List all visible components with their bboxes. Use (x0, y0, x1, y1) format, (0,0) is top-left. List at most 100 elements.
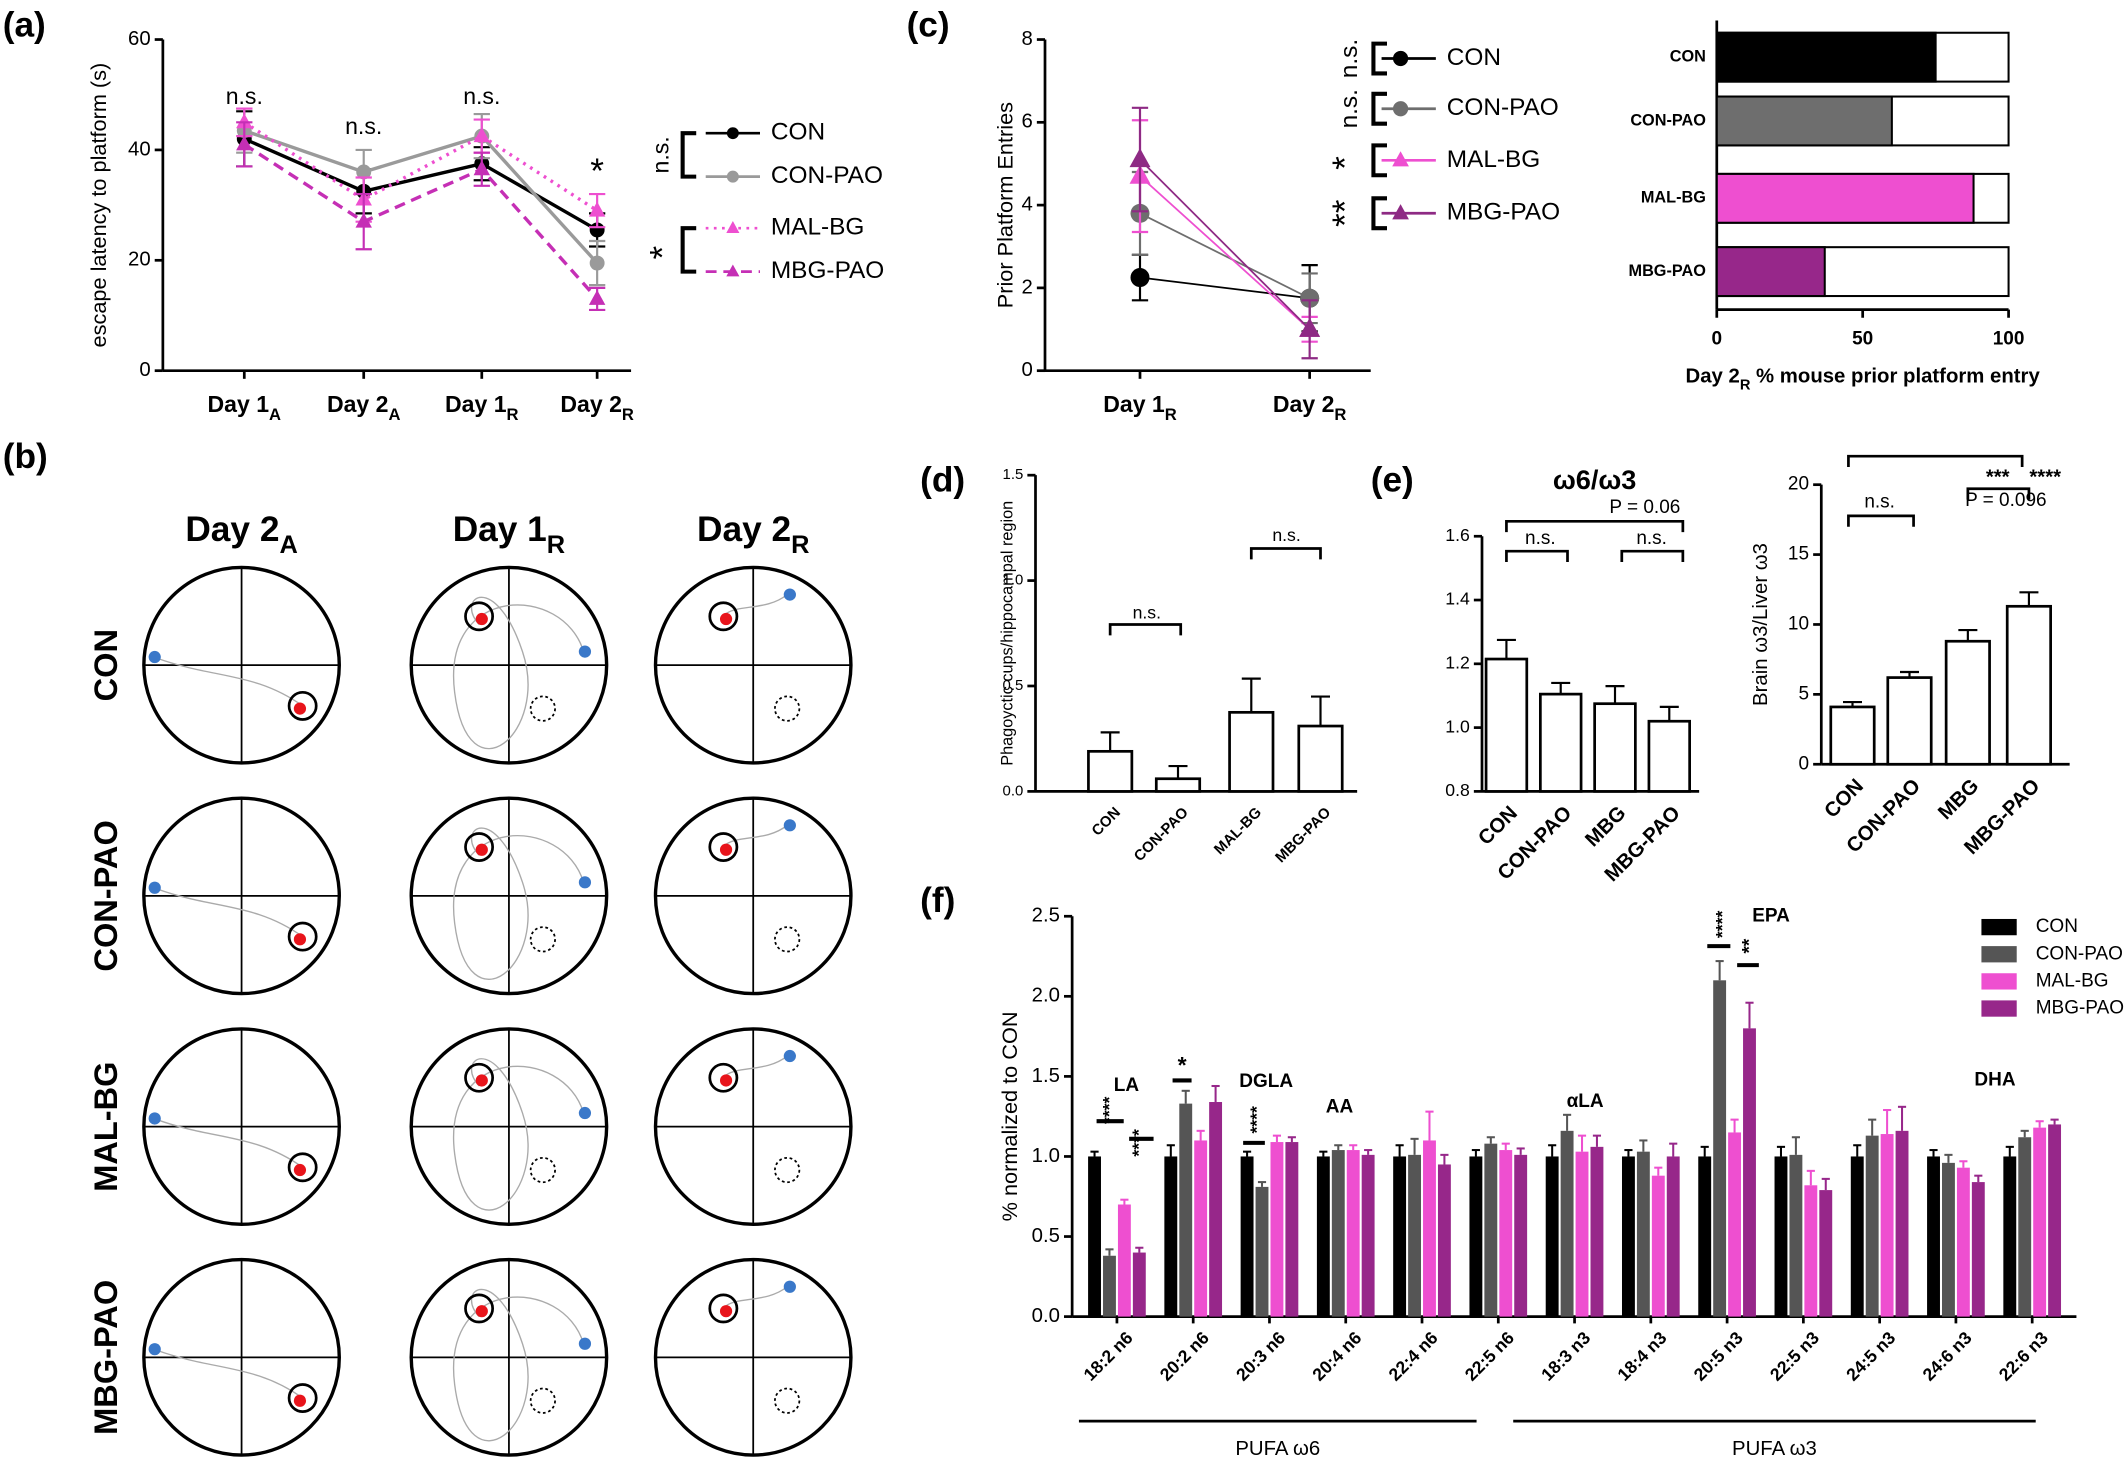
x-tick-label: Day 1A (208, 391, 282, 424)
bar (2033, 1127, 2047, 1317)
group-label: PUFA ω3 (1732, 1438, 1817, 1460)
y-tick-label: 1.2 (1445, 652, 1470, 672)
row-label: MBG-PAO (88, 1280, 124, 1435)
x-tick-label: 20:3 n6 (1232, 1327, 1289, 1384)
panel-label: (c) (907, 6, 950, 45)
x-tick-label: MBG-PAO (1272, 804, 1334, 866)
bar (1539, 692, 1583, 793)
x-tick-label: CON (1820, 775, 1868, 823)
platform (708, 1062, 739, 1093)
trajectory (157, 1119, 304, 1168)
start-point (578, 645, 592, 658)
annotation: DGLA (1239, 1071, 1293, 1092)
x-tick-label: 0 (1711, 328, 1722, 349)
y-tick-label: 60 (128, 28, 151, 50)
x-tick-label: 18:2 n6 (1080, 1327, 1137, 1384)
bar (1850, 1156, 1864, 1317)
legend-label: MBG-PAO (1447, 199, 1560, 226)
column-label-sub: R (791, 531, 809, 559)
bar (1743, 1028, 1756, 1317)
marker (726, 127, 739, 140)
bar (1560, 1130, 1574, 1317)
bar (1886, 676, 1933, 766)
annotation: n.s. (1864, 491, 1895, 512)
bar (1575, 1151, 1589, 1317)
bracket (1966, 487, 2031, 500)
legend-label: CON (771, 119, 825, 146)
end-point (293, 702, 307, 715)
x-tick-label-sub: R (1334, 405, 1346, 424)
end-point (475, 1074, 488, 1087)
bracket (1371, 196, 1387, 231)
target-zone (774, 1387, 801, 1414)
legend-swatch (1981, 1000, 2017, 1017)
x-tick-label: 24:6 n3 (1919, 1327, 1976, 1384)
legend-swatch (1981, 973, 2017, 990)
y-tick-label: 1.5 (1003, 466, 1024, 483)
bar (1971, 1182, 1985, 1317)
annotation: n.s. (1133, 602, 1161, 622)
annotation: LA (1114, 1075, 1140, 1096)
start-point (148, 1112, 161, 1125)
y-tick-label: 2 (1021, 276, 1032, 298)
bar (1804, 1185, 1818, 1317)
bracket (1847, 454, 2024, 468)
annotation: DHA (1974, 1069, 2015, 1090)
y-tick-label: 1.5 (1032, 1065, 1060, 1087)
legend-label: MAL-BG (2036, 970, 2109, 991)
marker (1392, 50, 1409, 67)
y-axis-label: Prior Platform Entries (993, 102, 1018, 308)
bar (2005, 604, 2052, 766)
bar (1715, 246, 1826, 298)
x-tick-label: Day 2R (1273, 391, 1347, 424)
series-line (243, 128, 599, 265)
x-tick-label-part: Day 2 (327, 391, 389, 417)
y-tick-label: 1.0 (1032, 1145, 1060, 1167)
start-point (783, 588, 796, 601)
bar (1728, 1132, 1742, 1317)
trajectory (452, 1288, 585, 1442)
bar (2003, 1156, 2017, 1317)
annotation: **** (1712, 911, 1732, 939)
bar (1621, 1156, 1635, 1317)
column-label: Day 2A (185, 510, 297, 558)
annotation: P = 0.096 (1965, 490, 2047, 511)
column-label: Day 2R (697, 510, 809, 558)
target-zone (529, 1387, 556, 1414)
bar (1484, 1143, 1498, 1317)
y-tick-label: CON-PAO (1630, 111, 1706, 129)
bar (1088, 1156, 1101, 1317)
series-line (1139, 175, 1311, 330)
y-tick-label: 4 (1021, 193, 1032, 215)
bracket (1620, 549, 1685, 563)
bar (2048, 1124, 2062, 1317)
legend-label: CON (1447, 44, 1501, 71)
x-tick-label: 22:5 n3 (1766, 1327, 1823, 1384)
y-tick-label: 0 (1021, 359, 1032, 381)
y-tick-label: 15 (1788, 544, 1809, 565)
trajectory (157, 888, 304, 938)
x-tick-label: CON (1474, 802, 1522, 850)
marker (1130, 268, 1150, 288)
bracket (1847, 514, 1915, 527)
x-tick-label: 22:5 n6 (1461, 1327, 1518, 1384)
bar (1209, 1102, 1223, 1317)
bar (1117, 1204, 1131, 1317)
bar (1469, 1156, 1483, 1317)
bar (1715, 95, 1893, 147)
row-label: CON (88, 629, 124, 701)
platform (464, 832, 495, 862)
trajectory (725, 824, 788, 845)
y-tick-label: 8 (1021, 28, 1032, 50)
bar (1164, 1156, 1178, 1317)
platform (287, 1383, 318, 1413)
x-tick-label: CON (1088, 804, 1123, 839)
bar (1636, 1151, 1650, 1317)
legend-annotation: n.s. (1336, 89, 1363, 128)
y-tick-label: 0.5 (1003, 677, 1024, 694)
x-tick-label-part: Day 2 (1273, 391, 1335, 417)
bar (1514, 1154, 1528, 1317)
x-tick-label-part: Day 1 (208, 391, 270, 417)
trajectory (725, 1055, 788, 1076)
